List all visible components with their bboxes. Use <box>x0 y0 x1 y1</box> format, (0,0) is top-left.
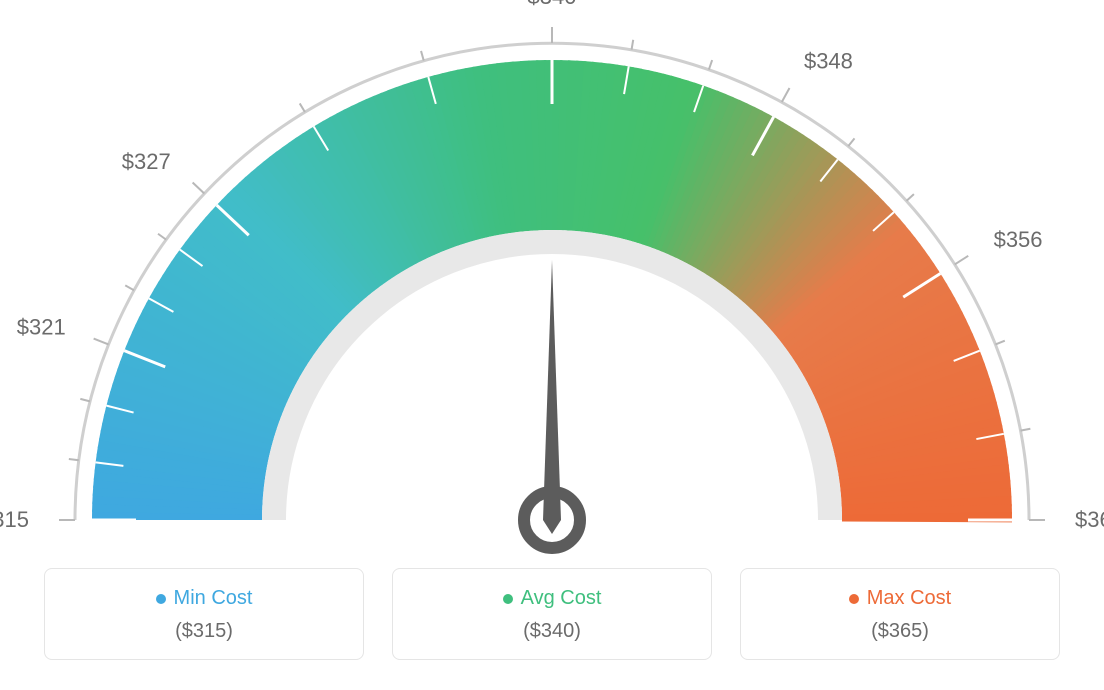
legend-title-min: Min Cost <box>156 587 253 610</box>
legend-row: Min Cost ($315) Avg Cost ($340) Max Cost… <box>0 568 1104 660</box>
gauge-svg: $315 $321 $327 $340 $348 $356 $365 <box>0 0 1104 560</box>
gauge-tick-label: $327 <box>122 149 171 174</box>
legend-value-min: ($315) <box>45 620 363 643</box>
gauge-tick-label: $365 <box>1075 507 1104 532</box>
legend-card-min: Min Cost ($315) <box>44 568 364 660</box>
legend-title-max: Max Cost <box>849 587 951 610</box>
gauge-tick-label: $321 <box>17 314 66 339</box>
legend-label-avg: Avg Cost <box>521 587 602 610</box>
gauge-tick-label: $356 <box>994 227 1043 252</box>
legend-label-min: Min Cost <box>174 587 253 610</box>
legend-dot-avg <box>503 594 513 604</box>
legend-title-avg: Avg Cost <box>503 587 602 610</box>
gauge-tick-label: $340 <box>528 0 577 9</box>
legend-label-max: Max Cost <box>867 587 951 610</box>
legend-value-avg: ($340) <box>393 620 711 643</box>
legend-value-max: ($365) <box>741 620 1059 643</box>
legend-card-avg: Avg Cost ($340) <box>392 568 712 660</box>
gauge-tick-label: $315 <box>0 507 29 532</box>
legend-card-max: Max Cost ($365) <box>740 568 1060 660</box>
gauge-tick-label: $348 <box>804 49 853 74</box>
gauge-container: $315 $321 $327 $340 $348 $356 $365 <box>0 0 1104 560</box>
legend-dot-min <box>156 594 166 604</box>
legend-dot-max <box>849 594 859 604</box>
